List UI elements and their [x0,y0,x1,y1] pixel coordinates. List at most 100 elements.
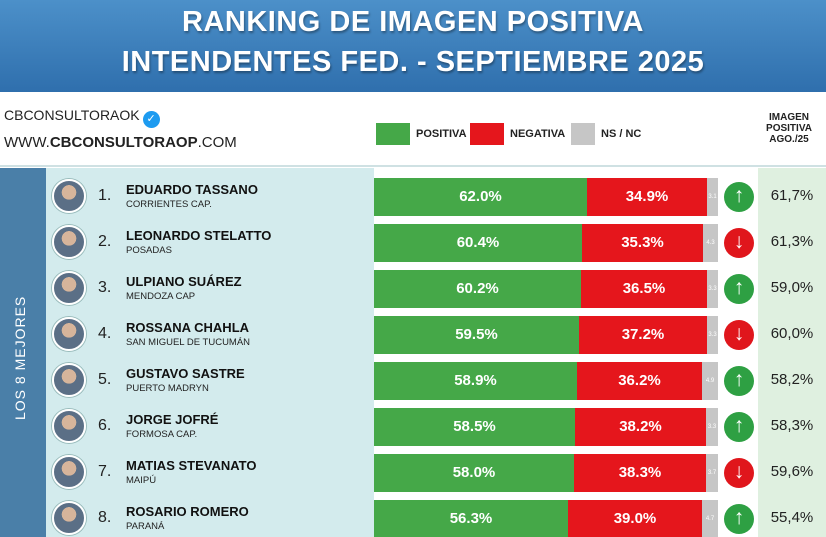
previous-header-line-3: AGO./25 [769,134,809,145]
bar-positive [374,224,582,262]
label-ns-nc: 4.3 [706,240,715,246]
legend-ns-nc: NS / NC [571,123,641,145]
previous-value: 58,3% [770,417,814,434]
bar-positive [374,500,568,537]
legend-positive: POSITIVA [376,123,467,145]
candidate-city: MAIPÚ [126,475,157,486]
previous-value: 59,0% [770,279,814,296]
label-positive: 58.9% [454,372,497,389]
bar-positive [374,316,579,354]
bar-ns-nc [703,224,718,262]
bar-negative [582,224,703,262]
verified-check-icon: ✓ [142,111,160,128]
bar-negative [568,500,702,537]
bar-negative [574,454,706,492]
bar-negative [575,408,706,446]
names-panel [46,168,374,537]
label-negative: 36.5% [622,280,666,297]
title-banner: RANKING DE IMAGEN POSITIVA INTENDENTES F… [0,0,826,92]
candidate-city: POSADAS [126,245,172,256]
candidate-name: LEONARDO STELATTO [126,228,272,243]
label-negative: 36.2% [618,372,661,389]
side-label: LOS 8 MEJORES [12,295,28,420]
bar-ns-nc [702,362,718,400]
website-name: CBCONSULTORAOP [49,134,198,151]
website-prefix: WWW. [4,134,50,151]
candidate-city: SAN MIGUEL DE TUCUMÁN [126,337,251,348]
candidate-avatar [52,225,86,259]
candidate-city: CORRIENTES CAP. [126,199,212,210]
previous-values-panel [758,168,826,537]
label-negative: 37.2% [621,326,665,343]
previous-value: 60,0% [770,325,814,342]
candidate-city: PARANÁ [126,521,165,532]
previous-value: 59,6% [770,463,814,480]
legend-positive-label: POSITIVA [416,128,467,140]
bar-ns-nc [706,454,718,492]
previous-value: 55,4% [770,509,814,526]
label-negative: 35.3% [621,234,664,251]
label-ns-nc: 3.7 [707,470,717,476]
bar-positive [374,408,575,446]
title-line-2: INTENDENTES FED. - SEPTIEMBRE 2025 [121,46,705,78]
label-ns-nc: 4.9 [705,378,715,384]
label-positive: 60.4% [456,234,500,251]
bar-ns-nc [707,316,718,354]
legend-ns-nc-label: NS / NC [601,128,642,140]
brand-handle-text: CBCONSULTORAOK [4,107,140,123]
rank-number: 7. [98,463,112,480]
legend-positive-swatch [376,123,410,145]
rank-number: 4. [98,325,112,342]
previous-value: 61,3% [770,233,814,250]
previous-month-header: IMAGEN POSITIVA AGO./25 [758,112,820,145]
legend-negative-swatch [470,123,504,145]
bar-negative [581,270,707,308]
rank-number: 2. [98,233,112,250]
arrow-up-icon: ↑ [724,504,754,534]
brand-website: WWW.CBCONSULTORAOP.COM [4,134,237,151]
candidate-avatar [52,409,86,443]
label-ns-nc: 3.1 [708,194,717,200]
candidate-city: MENDOZA CAP [126,291,196,302]
label-ns-nc: 4.7 [705,516,715,522]
arrow-down-icon: ↓ [724,320,754,350]
website-suffix: .COM [197,134,237,151]
arrow-up-icon: ↑ [724,182,754,212]
header-divider [0,165,826,167]
candidate-avatar [52,271,86,305]
bar-ns-nc [706,408,718,446]
candidate-city: PUERTO MADRYN [126,383,209,394]
rank-number: 5. [98,371,112,388]
rank-number: 6. [98,417,112,434]
label-ns-nc: 3.3 [708,332,717,338]
title-line-1: RANKING DE IMAGEN POSITIVA [182,6,644,38]
label-negative: 34.9% [625,188,669,205]
legend-negative-label: NEGATIVA [510,128,566,140]
label-ns-nc: 3.3 [708,286,717,292]
label-positive: 60.2% [456,280,499,297]
label-negative: 38.2% [619,418,662,435]
rank-number: 1. [98,187,112,204]
candidate-avatar [52,455,86,489]
candidate-name: ULPIANO SUÁREZ [126,274,242,289]
rank-number: 3. [98,279,112,296]
arrow-up-icon: ↑ [724,274,754,304]
bar-positive [374,362,577,400]
label-positive: 58.0% [452,464,496,481]
candidate-avatar [52,501,86,535]
candidate-name: ROSARIO ROMERO [126,504,249,519]
candidate-name: GUSTAVO SASTRE [126,366,245,381]
candidate-city: FORMOSA CAP. [126,429,198,440]
bar-negative [579,316,707,354]
label-negative: 38.3% [618,464,662,481]
candidate-name: JORGE JOFRÉ [126,412,219,427]
bar-positive [374,454,574,492]
arrow-up-icon: ↑ [724,412,754,442]
bar-positive [374,178,587,216]
bar-negative [577,362,702,400]
rank-number: 8. [98,509,112,526]
previous-header-line-1: IMAGEN [769,112,809,123]
legend-ns-nc-swatch [571,123,595,145]
candidate-name: MATIAS STEVANATO [126,458,257,473]
label-positive: 62.0% [459,188,502,205]
